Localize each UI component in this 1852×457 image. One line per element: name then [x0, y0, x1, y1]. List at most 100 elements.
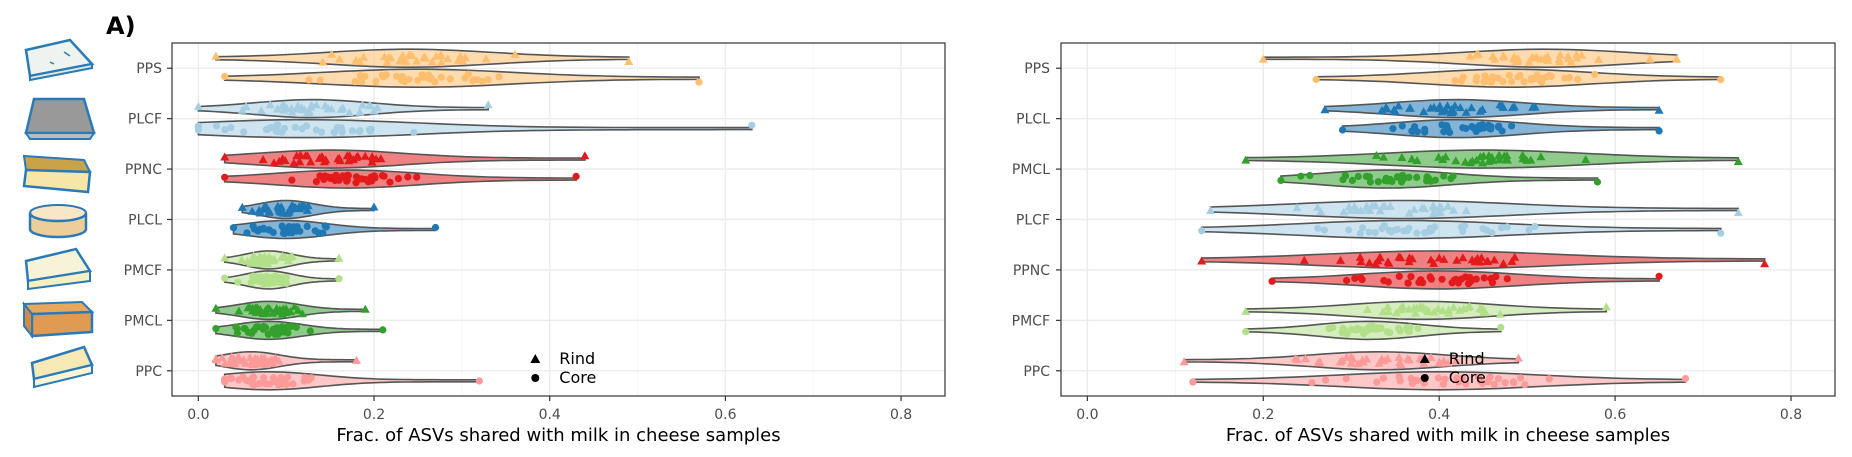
right-chart: PPS PLCL PMCL PLCF PPNC PMCF PPC 0.0 0.2 0.4 0.6 0.…: [1012, 42, 1836, 446]
core-point: [1426, 273, 1434, 281]
legend-core-key: [531, 374, 540, 382]
rind-point: [427, 57, 437, 66]
rind-point: [1292, 203, 1302, 212]
rind-point: [344, 156, 354, 165]
rind-point: [455, 51, 465, 60]
core-point: [1342, 375, 1350, 383]
rind-point: [302, 205, 312, 214]
rind-point: [1320, 105, 1330, 114]
core-point: [213, 122, 221, 130]
core-point: [318, 128, 326, 136]
rind-point: [436, 57, 446, 66]
core-point: [303, 222, 311, 230]
rind-point: [1348, 354, 1358, 363]
rind-point: [261, 307, 271, 316]
core-point: [248, 329, 256, 337]
legend-rind-label: Rind: [1449, 349, 1485, 368]
core-point: [410, 128, 418, 137]
rind-point: [1394, 101, 1403, 110]
core-point: [380, 172, 388, 180]
core-point: [1681, 375, 1690, 383]
rind-point: [1356, 257, 1366, 266]
core-point: [1306, 171, 1314, 180]
core-point: [1451, 77, 1459, 85]
core-point: [1396, 327, 1404, 335]
rind-point: [1478, 158, 1487, 167]
core-point: [1373, 378, 1381, 386]
core-point: [221, 376, 229, 384]
core-point: [1421, 125, 1429, 133]
rind-point: [1426, 255, 1436, 264]
rind-point: [382, 57, 392, 66]
rind-point: [1407, 154, 1417, 163]
rind-point: [1362, 305, 1372, 313]
rind-point: [299, 201, 309, 209]
core-point: [1443, 124, 1451, 132]
core-point: [356, 127, 364, 135]
rind-point: [1405, 355, 1415, 364]
rind-point: [269, 254, 279, 263]
core-point: [1411, 123, 1419, 131]
rind-point: [264, 252, 274, 261]
core-point: [1494, 74, 1502, 82]
rind-point: [293, 305, 303, 314]
core-point: [495, 73, 503, 81]
legend-core-label: Core: [559, 368, 596, 387]
core-point: [1365, 228, 1373, 236]
rind-point: [1355, 252, 1365, 261]
violin-ppnc-rind: [223, 149, 586, 169]
rind-point: [1383, 257, 1393, 266]
rind-point: [1383, 354, 1392, 363]
rind-point: [1342, 352, 1352, 361]
core-point: [1348, 176, 1356, 185]
rind-point: [1672, 54, 1682, 63]
core-point: [274, 121, 282, 129]
rind-point: [1458, 253, 1468, 262]
rind-point: [1510, 252, 1520, 261]
rind-point: [1371, 201, 1381, 210]
rind-point: [1385, 201, 1395, 210]
core-point: [330, 128, 339, 136]
core-point: [1517, 374, 1525, 382]
core-point: [1354, 172, 1362, 181]
core-point: [1379, 374, 1387, 382]
core-point: [1459, 227, 1467, 235]
core-point: [1374, 178, 1382, 186]
core-point: [404, 173, 412, 181]
core-point: [229, 224, 238, 232]
core-point: [1492, 273, 1500, 281]
rind-point: [1426, 352, 1436, 361]
core-point: [323, 173, 331, 181]
rind-point: [255, 305, 265, 313]
rind-point: [319, 157, 329, 166]
rind-point: [1471, 50, 1481, 59]
rind-point: [1433, 304, 1443, 313]
rind-point: [1554, 55, 1564, 63]
rind-point: [1563, 51, 1573, 60]
rind-point: [220, 152, 230, 161]
core-point: [365, 126, 374, 134]
rind-point: [431, 51, 441, 60]
core-point: [1320, 226, 1329, 234]
rind-point: [287, 104, 296, 113]
x-tick-label: 0.0: [187, 407, 209, 423]
rind-point: [351, 55, 361, 64]
core-point: [1277, 176, 1285, 184]
core-point: [1717, 229, 1725, 237]
core-point: [337, 124, 345, 132]
x-tick-label: 0.4: [1428, 407, 1450, 423]
core-point: [194, 123, 202, 131]
core-point: [1483, 226, 1491, 234]
rind-point: [1299, 255, 1309, 264]
rind-point: [278, 304, 288, 313]
rind-point: [1375, 206, 1385, 215]
rind-point: [335, 54, 344, 63]
rind-point: [1435, 358, 1445, 367]
core-point: [1297, 172, 1305, 180]
rind-point: [420, 52, 430, 61]
core-point: [1359, 224, 1367, 232]
core-point: [437, 73, 445, 81]
core-point: [249, 373, 258, 381]
core-point: [1395, 272, 1403, 280]
rind-point: [395, 56, 405, 65]
